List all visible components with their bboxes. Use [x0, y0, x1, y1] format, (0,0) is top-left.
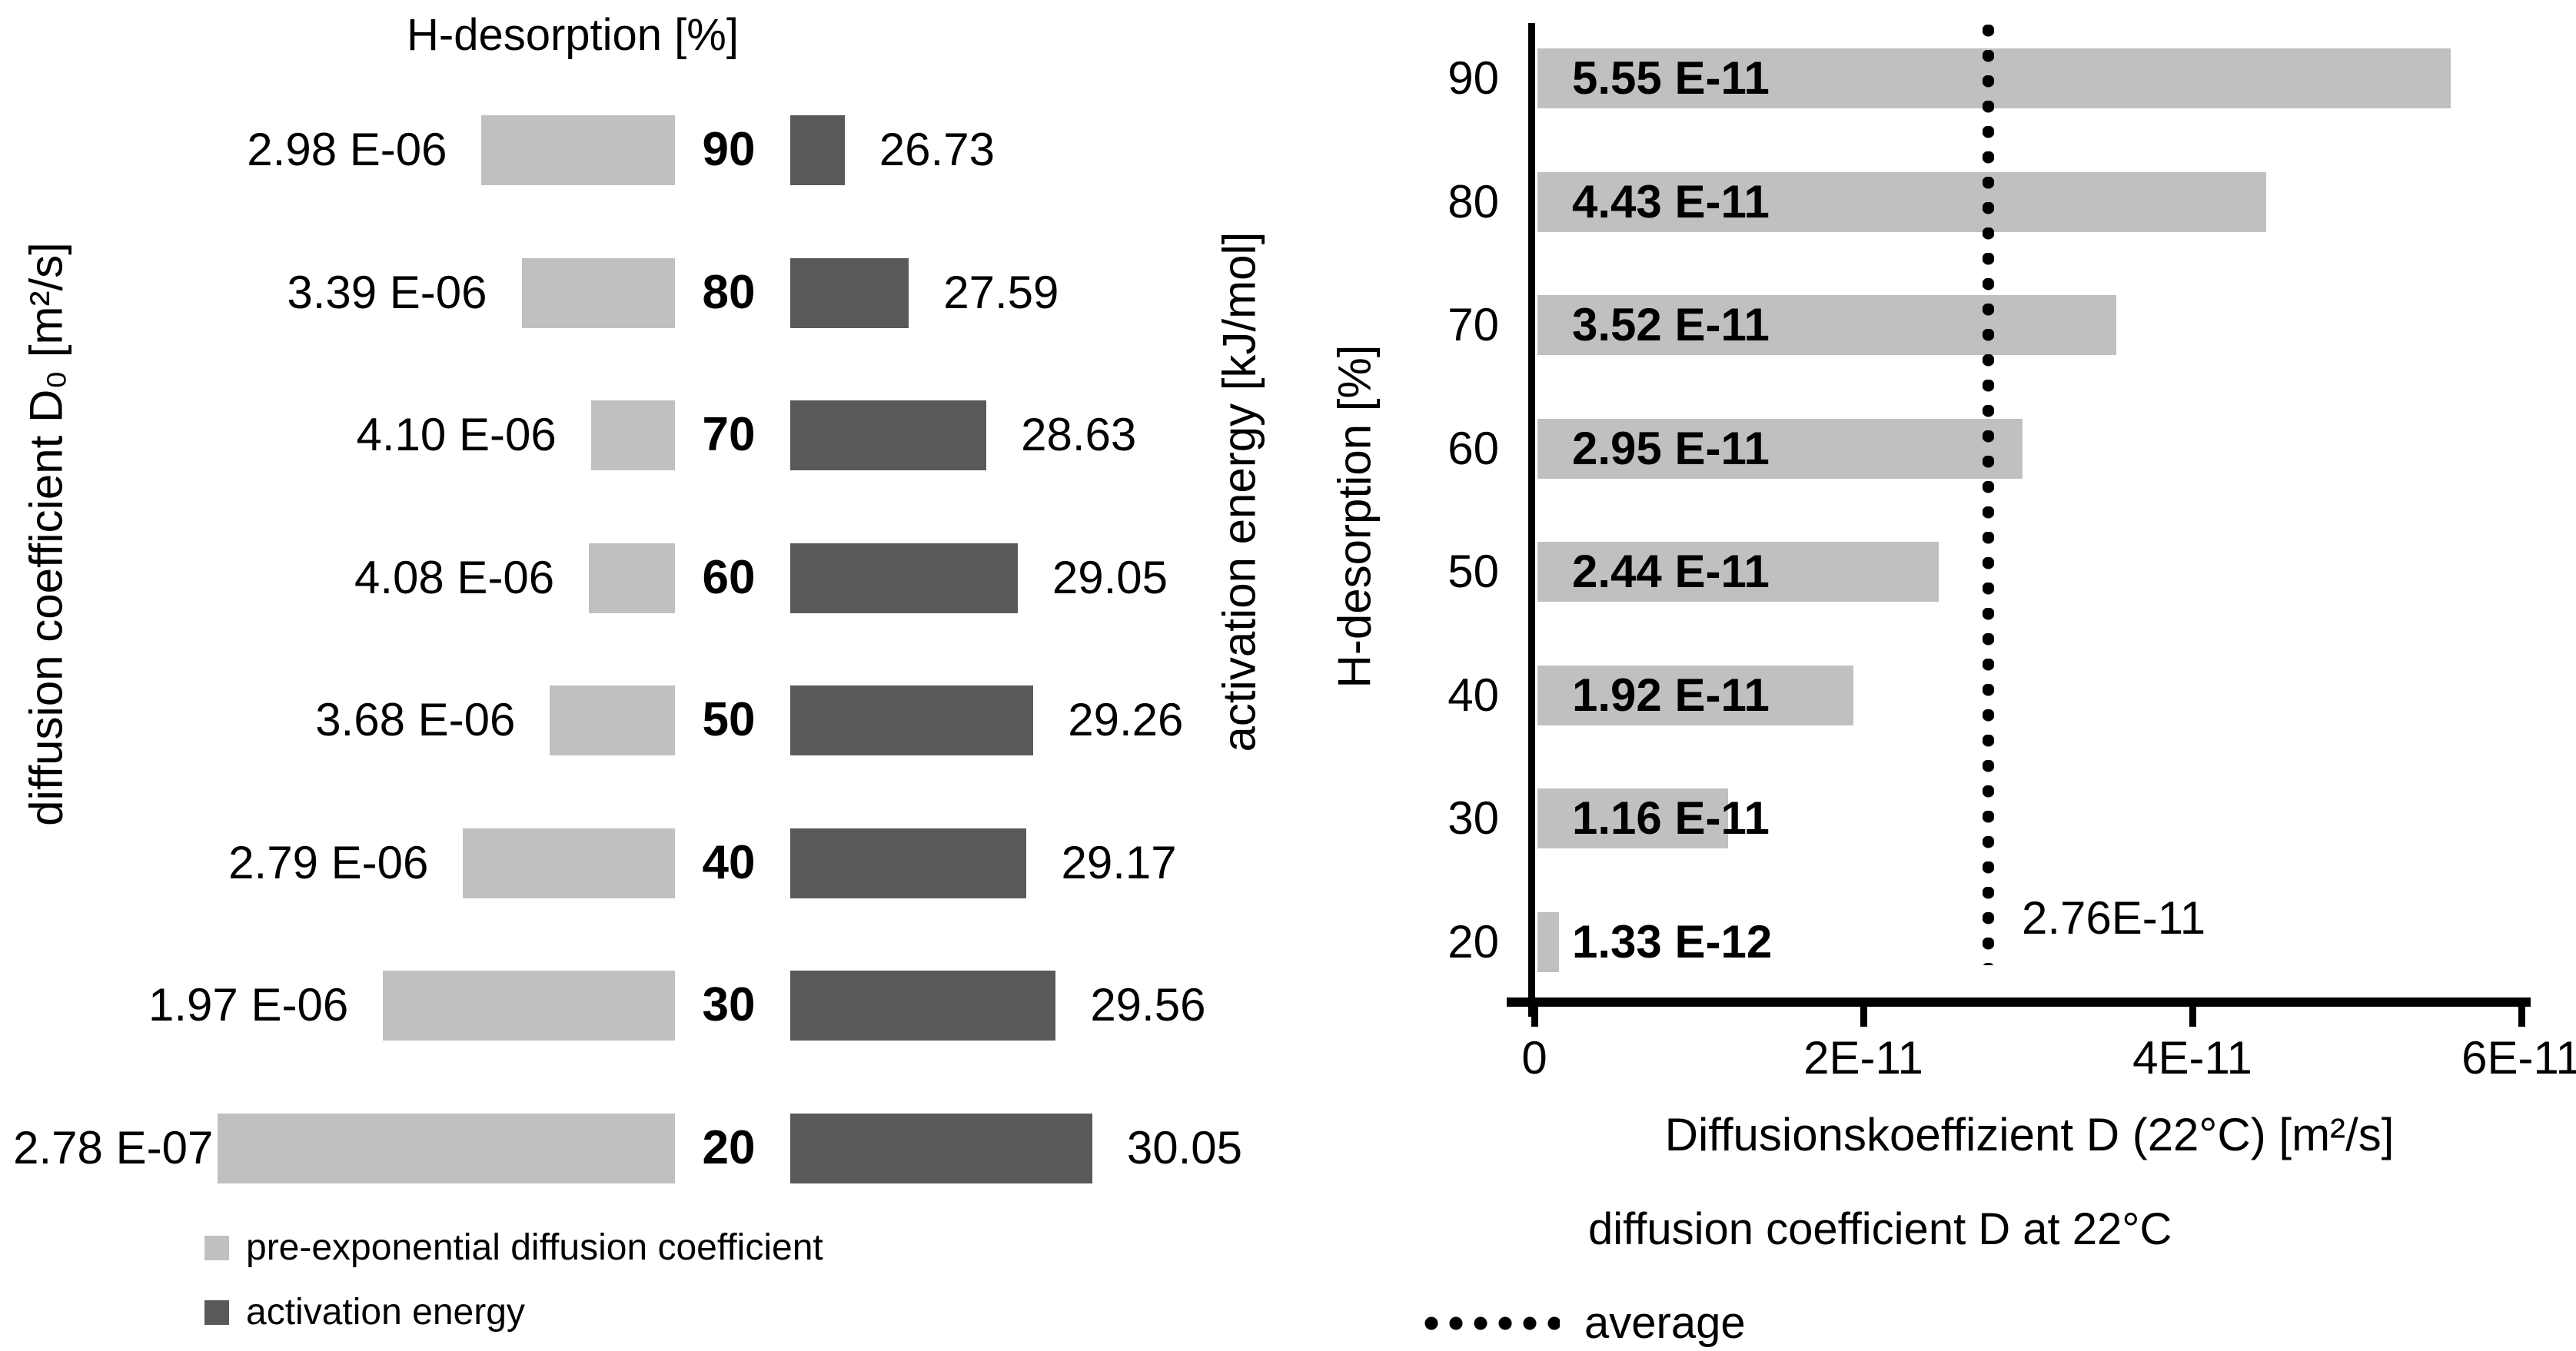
- activation-energy-bar: [790, 400, 987, 470]
- activation-energy-value-label: 28.63: [1021, 409, 1137, 460]
- diffusion-coefficient-value-label: 2.95 E-11: [1572, 422, 1770, 474]
- legend-item-average: average: [1424, 1297, 1746, 1349]
- legend-item-diffusion-coefficient: diffusion coefficient D at 22°C: [1428, 1203, 2172, 1255]
- pre-exponential-bar: [463, 828, 675, 898]
- x-tick-label: 0: [1521, 1032, 1547, 1084]
- diffusion-coefficient-value-label: 3.52 E-11: [1572, 299, 1770, 350]
- diffusion-coefficient-bar: [1537, 418, 2023, 479]
- y-tick-label: 60: [1448, 422, 1499, 474]
- activation-energy-bar: [790, 828, 1027, 898]
- pre-exponential-bar: [218, 1113, 675, 1183]
- activation-energy-bar: [790, 115, 845, 185]
- x-tick-mark: [2189, 1007, 2196, 1027]
- d0-value-label: 3.68 E-06: [315, 694, 516, 745]
- h-desorption-category-label: 20: [702, 1120, 756, 1174]
- x-tick-label: 6E-11: [2461, 1032, 2576, 1084]
- y-tick-label: 30: [1448, 792, 1499, 844]
- diffusion-coefficient-value-label: 4.43 E-11: [1572, 175, 1770, 227]
- average-dotted-marker-icon: [1424, 1316, 1560, 1330]
- x-tick-label: 2E-11: [1803, 1032, 1923, 1084]
- y-tick-label: 70: [1448, 299, 1499, 350]
- h-desorption-category-label: 80: [702, 265, 756, 319]
- legend-item-activation-energy: activation energy: [204, 1291, 525, 1333]
- d0-value-label: 2.79 E-06: [228, 836, 429, 888]
- diffusion-coefficient-bar-marker-icon: [1428, 1213, 1544, 1246]
- pre-exponential-bar: [383, 971, 675, 1041]
- diffusion-coefficient-bar: [1537, 911, 1560, 972]
- x-tick-mark: [1860, 1007, 1867, 1027]
- activation-energy-value-label: 27.59: [943, 266, 1059, 318]
- x-tick-label: 4E-11: [2132, 1032, 2252, 1084]
- left-chart-title: H-desorption [%]: [407, 10, 739, 60]
- d0-value-label: 4.10 E-06: [356, 409, 557, 460]
- legend-label-average: average: [1584, 1298, 1746, 1348]
- diffusion-coefficient-value-label: 1.16 E-11: [1572, 792, 1770, 844]
- right-chart-x-axis-label: Diffusionskoeffizient D (22°C) [m²/s]: [1664, 1109, 2395, 1160]
- d0-value-label: 2.78 E-07: [13, 1121, 214, 1173]
- legend-label-activation-energy: activation energy: [246, 1292, 525, 1333]
- d0-value-label: 1.97 E-06: [148, 979, 349, 1031]
- x-tick-mark: [2518, 1007, 2525, 1027]
- h-desorption-category-label: 90: [702, 123, 756, 176]
- y-tick-label: 90: [1448, 52, 1499, 104]
- activation-energy-value-label: 29.05: [1052, 551, 1168, 603]
- pre-exponential-bar: [589, 543, 675, 613]
- activation-energy-swatch-icon: [204, 1300, 229, 1325]
- diffusion-coefficient-bar: [1537, 542, 1939, 602]
- activation-energy-bar: [790, 1113, 1092, 1183]
- average-dotted-line: [1983, 25, 1994, 965]
- legend-label-pre-exponential: pre-exponential diffusion coefficient: [246, 1227, 823, 1268]
- d0-value-label: 2.98 E-06: [247, 124, 447, 175]
- pre-exponential-bar: [550, 685, 675, 755]
- activation-energy-value-label: 26.73: [879, 124, 995, 175]
- y-tick-label: 50: [1448, 546, 1499, 597]
- h-desorption-category-label: 60: [702, 550, 756, 604]
- diffusion-coefficient-value-label: 5.55 E-11: [1572, 52, 1770, 104]
- diffusion-coefficient-value-label: 1.33 E-12: [1572, 915, 1773, 968]
- h-desorption-category-label: 30: [702, 978, 756, 1031]
- h-desorption-category-label: 50: [702, 693, 756, 746]
- right-chart-y-axis-label: H-desorption [%]: [1328, 344, 1381, 689]
- activation-energy-bar: [790, 257, 909, 328]
- diffusion-coefficient-bar: [1537, 171, 2267, 232]
- right-chart-y-axis-line: [1528, 23, 1535, 1017]
- y-tick-label: 80: [1448, 175, 1499, 227]
- h-desorption-category-label: 40: [702, 835, 756, 889]
- legend-label-diffusion-coefficient: diffusion coefficient D at 22°C: [1588, 1204, 2172, 1254]
- x-tick-mark: [1531, 1007, 1538, 1027]
- activation-energy-value-label: 29.17: [1061, 836, 1177, 888]
- activation-energy-value-label: 29.26: [1068, 694, 1184, 745]
- d0-value-label: 4.08 E-06: [354, 551, 555, 603]
- pre-exponential-bar: [590, 400, 675, 470]
- pre-exponential-bar: [481, 115, 675, 185]
- activation-energy-bar: [790, 543, 1018, 613]
- left-chart-d0-axis-label: diffusion coefficient D₀ [m²/s]: [20, 242, 72, 826]
- pre-exponential-bar: [521, 257, 675, 328]
- diffusion-coefficient-value-label: 1.92 E-11: [1572, 669, 1770, 721]
- diffusion-coefficient-bar: [1537, 295, 2117, 355]
- y-tick-label: 20: [1448, 915, 1499, 968]
- left-chart-ea-axis-label: activation energy [kJ/mol]: [1213, 231, 1265, 752]
- h-desorption-category-label: 70: [702, 408, 756, 461]
- diffusion-coefficient-value-label: 2.44 E-11: [1572, 546, 1770, 597]
- activation-energy-bar: [790, 685, 1034, 755]
- average-value-annotation: 2.76E-11: [2022, 892, 2206, 944]
- legend-item-pre-exponential: pre-exponential diffusion coefficient: [204, 1227, 823, 1269]
- activation-energy-bar: [790, 971, 1056, 1041]
- diffusion-coefficient-bar: [1537, 665, 1853, 725]
- d0-value-label: 3.39 E-06: [287, 266, 487, 318]
- activation-energy-value-label: 30.05: [1126, 1121, 1242, 1173]
- pre-exponential-swatch-icon: [204, 1235, 229, 1260]
- y-tick-label: 40: [1448, 669, 1499, 721]
- right-chart-x-axis-line: [1507, 997, 2531, 1007]
- activation-energy-value-label: 29.56: [1090, 979, 1206, 1031]
- diffusion-coefficient-bar: [1537, 788, 1729, 848]
